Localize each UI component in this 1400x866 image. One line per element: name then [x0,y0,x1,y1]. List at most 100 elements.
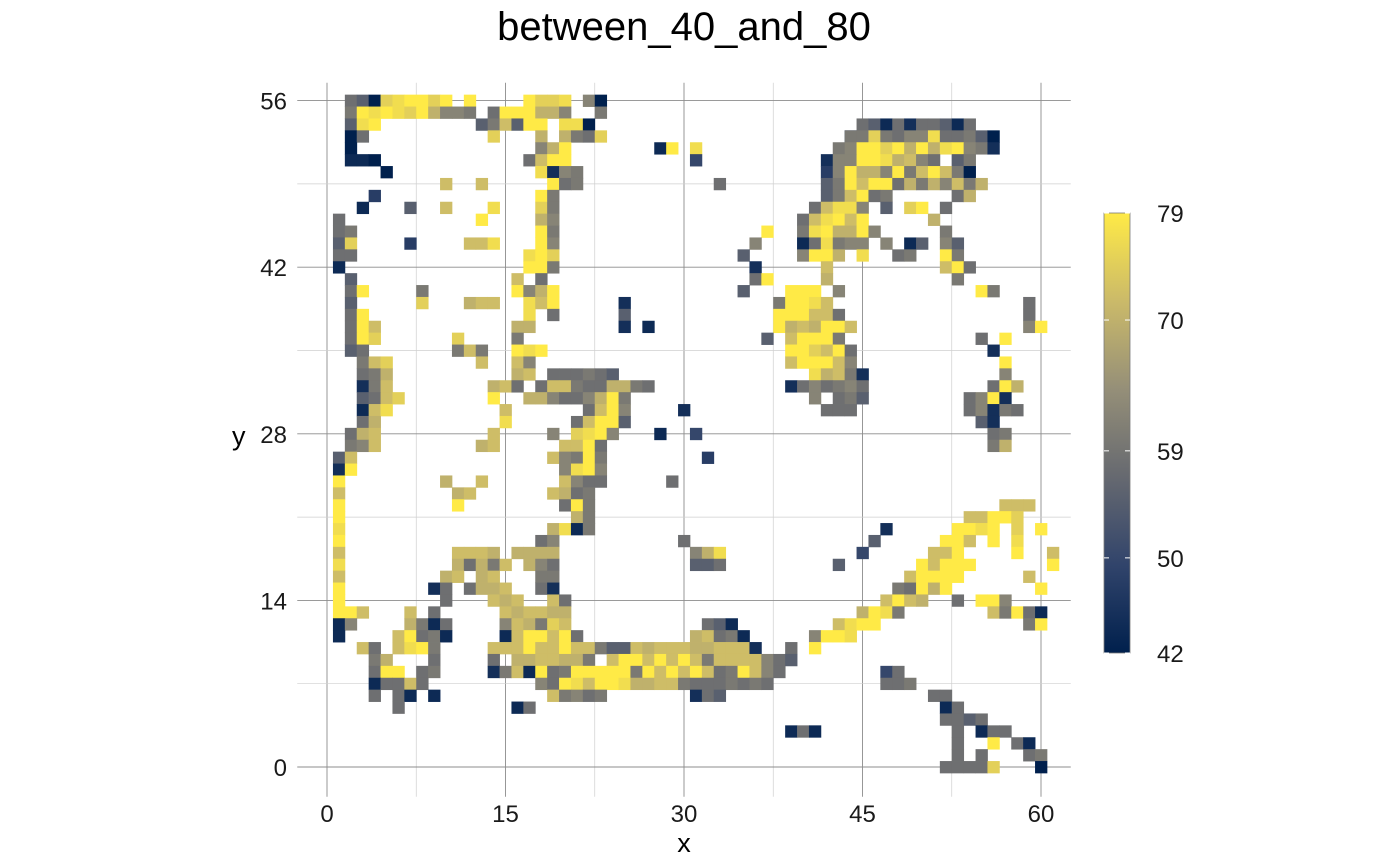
heatmap-cell [713,653,727,667]
heatmap-cell [511,665,524,679]
heatmap-cell [725,618,738,631]
heatmap-cell [975,713,988,726]
heatmap-cell [559,94,572,107]
heatmap-cell [344,118,358,131]
heatmap-cell [499,380,512,393]
heatmap-cell [951,725,965,738]
heatmap-cell [332,582,346,595]
heatmap-cell [951,154,965,167]
heatmap-cell [475,582,489,595]
heatmap-cell [725,665,738,679]
heatmap-cell [1046,546,1060,560]
heatmap-cell [332,511,346,524]
heatmap-cell [618,296,631,310]
heatmap-cell [582,130,596,143]
heatmap-cell [701,665,715,679]
heatmap-cell [535,94,548,107]
heatmap-cell [975,523,988,536]
heatmap-cell [832,237,846,250]
heatmap-cell [737,677,750,691]
heatmap-cell [642,320,655,334]
heatmap-cell [511,546,524,560]
x-axis-label: x [677,828,691,858]
heatmap-cell [916,594,929,607]
heatmap-cell [951,713,965,726]
heatmap-cell [368,439,381,453]
heatmap-cell [713,665,727,679]
heatmap-cell [880,177,893,191]
heatmap-cell [380,677,393,691]
heatmap-cell [844,177,857,191]
heatmap-cell [892,665,905,679]
heatmap-cell [356,308,370,322]
heatmap-cell [535,296,548,310]
heatmap-cell [618,665,631,679]
heatmap-cell [939,142,953,155]
heatmap-cell [535,273,548,286]
heatmap-cell [594,106,608,119]
heatmap-cell [880,142,893,155]
heatmap-cell [951,261,965,274]
heatmap-cell [356,94,370,107]
heatmap-cell [344,273,358,286]
heatmap-cell [344,463,358,476]
heatmap-cell [642,653,655,667]
heatmap-cell [428,106,441,119]
heatmap-cell [868,225,881,238]
heatmap-cell [582,380,596,393]
heatmap-cell [582,392,596,405]
heatmap-cell [523,261,536,274]
heatmap-cell [463,106,477,119]
heatmap-cell [737,642,750,655]
heatmap-cell [844,630,857,643]
heatmap-cell [856,213,869,226]
heatmap-cell [654,665,667,679]
heatmap-cell [987,344,1000,357]
heatmap-cell [927,166,941,179]
heatmap-cell [618,677,631,691]
heatmap-cell [499,118,512,131]
heatmap-cell [939,761,953,774]
heatmap-cell [785,653,798,667]
heatmap-cell [725,630,738,643]
heatmap-cell [892,142,905,155]
heatmap-cell [392,689,405,702]
heatmap-cell [975,761,988,774]
heatmap-cell [630,653,643,667]
heatmap-cell [927,177,941,191]
heatmap-cell [916,166,929,179]
heatmap-cell [749,677,762,691]
heatmap-cell [1035,582,1048,595]
heatmap-cell [487,237,500,250]
heatmap-cell [916,582,929,595]
colorbar-label: 79 [1157,201,1184,228]
heatmap-cell [475,356,489,369]
heatmap-cell [416,618,429,631]
heatmap-cell [963,118,976,131]
heatmap-cell [547,487,560,500]
heatmap-cell [904,249,917,262]
heatmap-cell [511,630,524,643]
heatmap-cell [487,392,500,405]
heatmap-cell [368,332,381,345]
heatmap-cell [535,142,548,155]
heatmap-cell [606,677,619,691]
heatmap-cell [666,665,679,679]
heatmap-cell [916,177,929,191]
heatmap-cell [356,332,370,345]
heatmap-cell [428,642,441,655]
heatmap-cell [987,380,1000,393]
heatmap-cell [570,630,584,643]
heatmap-cell [344,332,358,345]
heatmap-cell [523,320,536,334]
heatmap-cell [475,177,489,191]
heatmap-cell [1011,404,1024,417]
heatmap-cell [404,630,417,643]
heatmap-cell [963,558,976,572]
heatmap-cell [701,451,715,464]
heatmap-cell [832,380,846,393]
heatmap-cell [868,166,881,179]
heatmap-cell [975,177,988,191]
heatmap-cell [904,677,917,691]
heatmap-cell [570,130,584,143]
